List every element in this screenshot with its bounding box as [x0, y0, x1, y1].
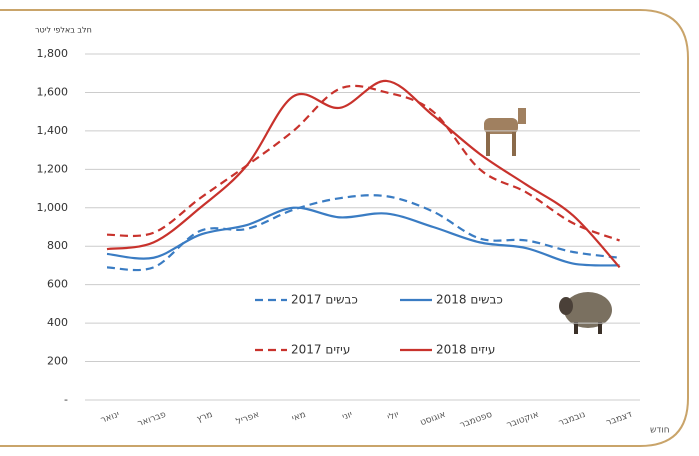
y-tick-label: 200 — [47, 355, 68, 368]
x-tick-label: יולי — [386, 410, 400, 423]
data-line — [107, 195, 620, 270]
y-tick-label: 1,600 — [37, 85, 69, 98]
legend-label: 2018 כבשים — [436, 293, 503, 307]
x-tick-label: מאי — [291, 410, 308, 424]
x-tick-label: פברואר — [136, 410, 167, 430]
y-axis-title: חלב באלפי ליטר — [35, 26, 92, 35]
y-tick-label: - — [64, 393, 68, 406]
x-tick-label: אפריל — [235, 410, 261, 428]
x-tick-label: מרץ — [196, 410, 215, 425]
data-line — [107, 81, 620, 268]
y-tick-label: 400 — [47, 316, 68, 329]
data-line — [107, 86, 620, 241]
data-line — [107, 208, 620, 266]
page: {"chart_data": {"type": "line", "y_label… — [0, 0, 699, 456]
y-tick-label: 1,400 — [37, 124, 69, 137]
x-tick-label: נובמבר — [557, 410, 586, 429]
goat-icon — [484, 108, 526, 156]
x-tick-label: אוקטובר — [505, 410, 540, 431]
x-tick-label: ספטמבר — [459, 410, 494, 431]
x-tick-label: אוגוסט — [419, 410, 447, 428]
legend-label: 2017 כבשים — [291, 293, 358, 307]
legend-label: 2018 עיזים — [436, 343, 495, 357]
y-tick-label: 600 — [47, 278, 68, 291]
x-tick-label: יוני — [341, 410, 354, 423]
chart: חלב באלפי ליטר חודש - 200 400 600 800 1,000 1,… — [0, 0, 699, 456]
legend-label: 2017 עיזים — [291, 343, 350, 357]
x-axis-title: חודש — [650, 426, 670, 436]
sheep-icon — [559, 292, 612, 334]
y-tick-label: 1,800 — [37, 47, 69, 60]
y-tick-label: 1,000 — [37, 201, 69, 214]
y-tick-label: 800 — [47, 239, 68, 252]
y-tick-label: 1,200 — [37, 162, 69, 175]
x-tick-label: דצמבר — [605, 410, 634, 429]
x-tick-label: ינואר — [99, 410, 120, 426]
